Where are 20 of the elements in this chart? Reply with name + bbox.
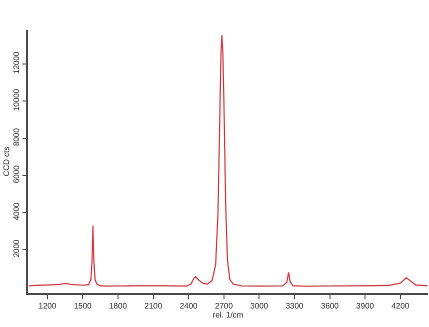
x-tick-label: 3600: [320, 301, 340, 310]
y-tick-label: 12000: [12, 51, 22, 74]
x-tick-label: 4200: [391, 301, 410, 310]
x-tick-label: 3000: [250, 301, 269, 310]
x-tick-label: 1500: [74, 301, 92, 310]
y-tick-label: 2000: [12, 239, 22, 258]
line-series: [28, 34, 428, 287]
y-tick-label: 4000: [12, 202, 22, 220]
x-tick-label: 1200: [38, 301, 57, 310]
x-axis-title: rel. 1/cm: [212, 310, 244, 320]
x-tick-label: 2100: [144, 301, 163, 310]
y-tick-label: 6000: [12, 164, 22, 184]
x-tick-label: 2700: [214, 301, 234, 310]
y-tick-label: 10000: [12, 88, 22, 112]
x-tick-label: 3300: [286, 301, 304, 310]
y-tick-label: 8000: [12, 128, 22, 146]
x-tick-label: 2400: [180, 301, 198, 310]
y-axis-title: CCD cts: [2, 146, 12, 176]
x-tick-label: 3900: [356, 301, 375, 310]
x-tick-label: 1800: [109, 301, 128, 310]
